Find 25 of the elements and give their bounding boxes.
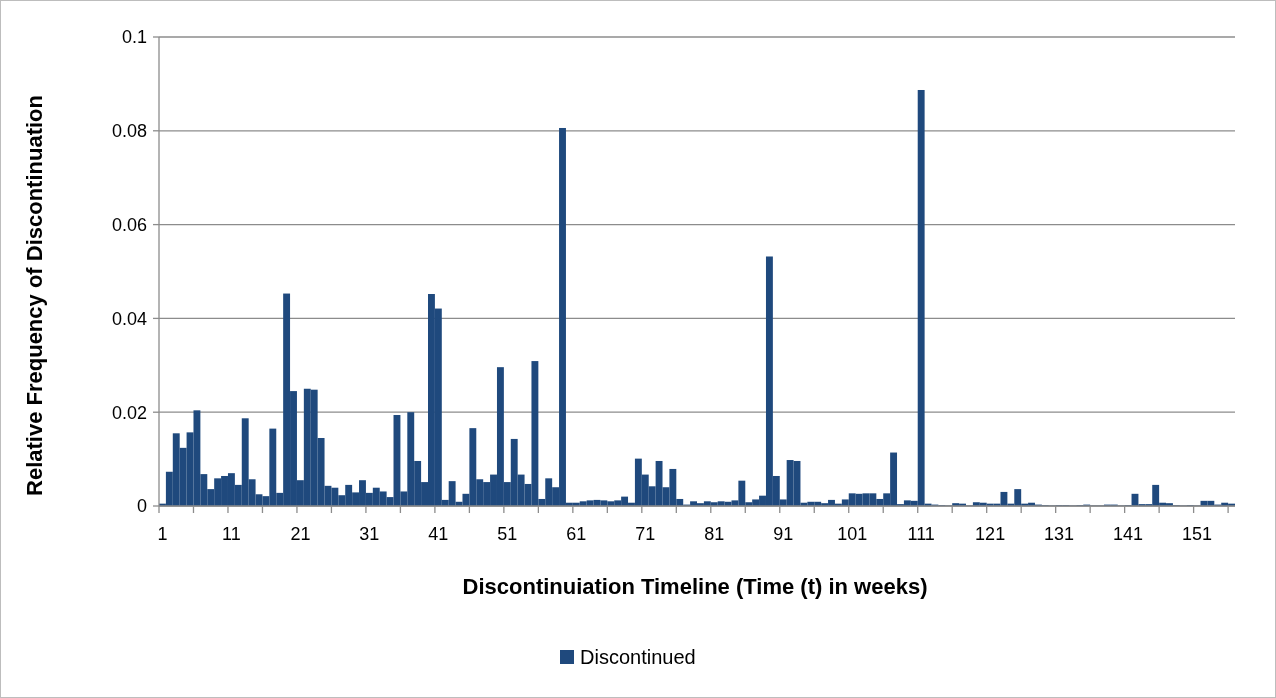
y-tick-label: 0.02 <box>111 402 147 423</box>
x-tick-label: 61 <box>566 524 587 544</box>
y-axis-title: Relative Frequency of Discontinuation <box>22 95 47 496</box>
x-tick-label: 11 <box>222 524 241 544</box>
x-tick-label: 121 <box>975 524 1006 544</box>
x-tick-label: 111 <box>907 524 935 544</box>
y-tick-label: 0 <box>136 496 147 517</box>
y-tick-label: 0.04 <box>111 308 147 329</box>
y-tick-label: 0.08 <box>111 121 147 142</box>
legend-label: Discontinued <box>580 646 696 668</box>
x-tick-label: 41 <box>428 524 449 544</box>
y-tick-label: 0.1 <box>121 27 147 48</box>
x-tick-label: 91 <box>773 524 794 544</box>
x-tick-label: 131 <box>1044 524 1075 544</box>
x-tick-label: 81 <box>704 524 725 544</box>
x-tick-label: 31 <box>359 524 380 544</box>
x-tick-label: 101 <box>837 524 868 544</box>
x-tick-label: 71 <box>635 524 656 544</box>
y-tick-label: 0.06 <box>111 214 147 235</box>
x-tick-label: 151 <box>1182 524 1213 544</box>
x-axis-title: Discontinuiation Timeline (Time (t) in weeks) <box>462 574 928 599</box>
x-tick-label: 51 <box>497 524 518 544</box>
x-tick-label: 141 <box>1113 524 1144 544</box>
x-tick-label: 21 <box>290 524 311 544</box>
x-tick-label: 1 <box>157 524 168 544</box>
